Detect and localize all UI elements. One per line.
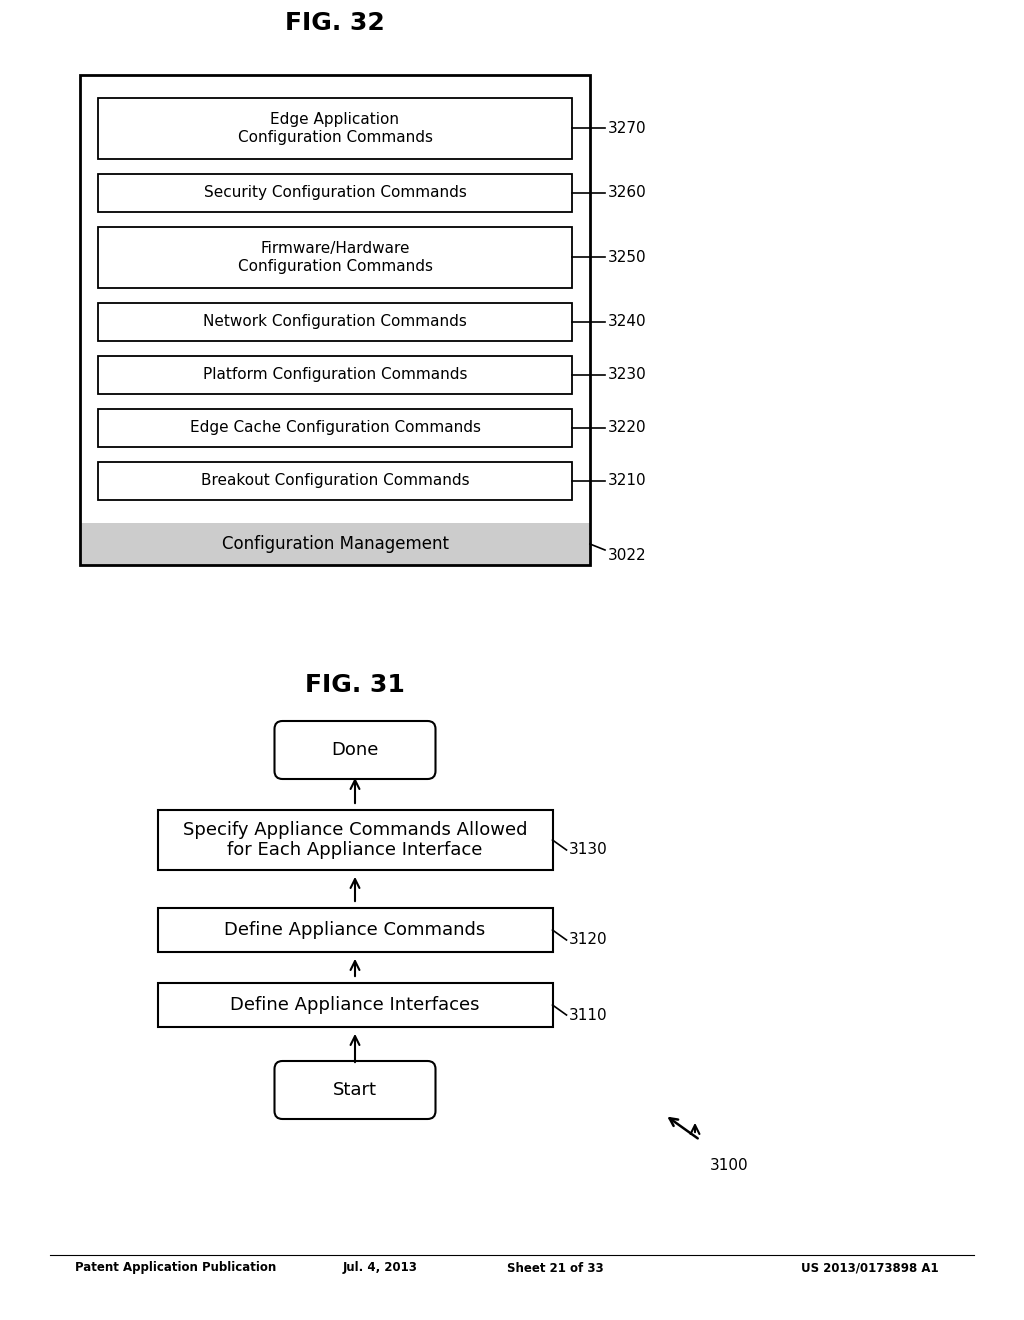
Text: 3210: 3210 bbox=[608, 474, 646, 488]
Text: 3220: 3220 bbox=[608, 420, 646, 436]
Bar bbox=[98, 227, 572, 288]
Text: 3130: 3130 bbox=[568, 842, 607, 858]
Text: 3230: 3230 bbox=[608, 367, 647, 383]
Bar bbox=[98, 98, 572, 158]
FancyBboxPatch shape bbox=[274, 1061, 435, 1119]
Text: Firmware/Hardware
Configuration Commands: Firmware/Hardware Configuration Commands bbox=[238, 242, 432, 273]
Text: Security Configuration Commands: Security Configuration Commands bbox=[204, 185, 467, 201]
Bar bbox=[98, 302, 572, 341]
Text: 3022: 3022 bbox=[608, 548, 646, 562]
Text: Configuration Management: Configuration Management bbox=[221, 535, 449, 553]
Bar bbox=[80, 523, 590, 565]
Text: FIG. 31: FIG. 31 bbox=[305, 673, 404, 697]
Bar bbox=[98, 356, 572, 393]
Text: Sheet 21 of 33: Sheet 21 of 33 bbox=[507, 1262, 603, 1275]
Text: Edge Application
Configuration Commands: Edge Application Configuration Commands bbox=[238, 112, 432, 145]
Text: FIG. 32: FIG. 32 bbox=[285, 11, 385, 36]
Text: Start: Start bbox=[333, 1081, 377, 1100]
Bar bbox=[98, 409, 572, 446]
Bar bbox=[158, 983, 553, 1027]
FancyBboxPatch shape bbox=[274, 721, 435, 779]
Text: US 2013/0173898 A1: US 2013/0173898 A1 bbox=[801, 1262, 939, 1275]
Text: Done: Done bbox=[332, 741, 379, 759]
Text: Define Appliance Interfaces: Define Appliance Interfaces bbox=[230, 997, 480, 1014]
Text: 3260: 3260 bbox=[608, 185, 647, 201]
Bar bbox=[158, 810, 553, 870]
Bar bbox=[98, 174, 572, 211]
Text: Platform Configuration Commands: Platform Configuration Commands bbox=[203, 367, 467, 383]
Text: 3250: 3250 bbox=[608, 249, 646, 265]
Bar bbox=[80, 75, 590, 565]
Bar bbox=[158, 908, 553, 952]
Text: 3120: 3120 bbox=[568, 932, 607, 948]
Text: 3270: 3270 bbox=[608, 121, 646, 136]
Text: 3240: 3240 bbox=[608, 314, 646, 329]
Text: Patent Application Publication: Patent Application Publication bbox=[75, 1262, 276, 1275]
Bar bbox=[98, 462, 572, 500]
Text: Breakout Configuration Commands: Breakout Configuration Commands bbox=[201, 474, 469, 488]
Text: 3110: 3110 bbox=[568, 1007, 607, 1023]
Text: Edge Cache Configuration Commands: Edge Cache Configuration Commands bbox=[189, 420, 480, 436]
Text: Network Configuration Commands: Network Configuration Commands bbox=[203, 314, 467, 329]
Text: Define Appliance Commands: Define Appliance Commands bbox=[224, 921, 485, 939]
Text: Jul. 4, 2013: Jul. 4, 2013 bbox=[343, 1262, 418, 1275]
Text: Specify Appliance Commands Allowed
for Each Appliance Interface: Specify Appliance Commands Allowed for E… bbox=[182, 821, 527, 859]
Text: 3100: 3100 bbox=[710, 1158, 749, 1172]
